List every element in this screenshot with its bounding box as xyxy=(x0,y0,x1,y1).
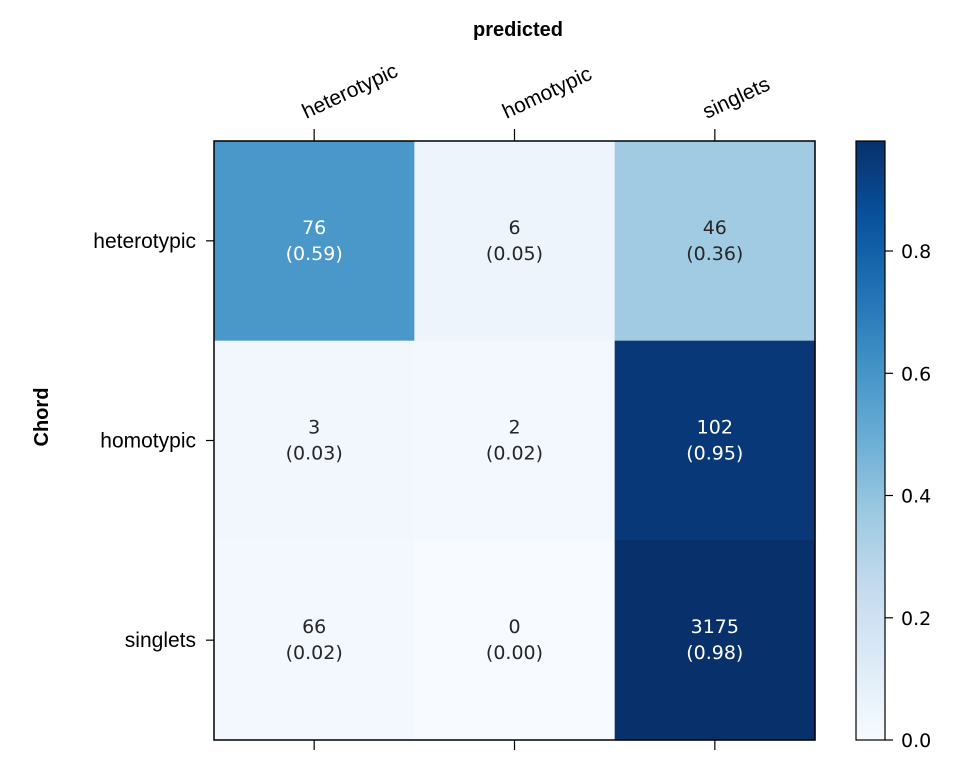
y-axis-title: Chord xyxy=(31,388,53,447)
heatmap-cell xyxy=(214,340,415,541)
cell-fraction-label: (0.00) xyxy=(486,642,543,664)
cell-fraction-label: (0.59) xyxy=(286,243,343,265)
x-tick-label: homotypic xyxy=(499,62,595,123)
y-tick-label: heterotypic xyxy=(93,230,196,253)
colorbar-ticks: 0.0 0.2 0.4 0.6 0.8 xyxy=(885,241,931,752)
y-tick-label: singlets xyxy=(125,629,196,652)
cell-count-label: 6 xyxy=(508,217,520,239)
heatmap-cell xyxy=(414,340,616,541)
cell-fraction-label: (0.05) xyxy=(486,243,543,265)
cell-count-label: 102 xyxy=(697,417,733,439)
colorbar-tick-label: 0.6 xyxy=(901,363,931,385)
colorbar-tick-label: 0.2 xyxy=(901,608,931,630)
cell-count-label: 46 xyxy=(703,217,727,239)
colorbar-tick-label: 0.4 xyxy=(901,486,931,508)
cell-fraction-label: (0.02) xyxy=(486,443,543,465)
cell-count-label: 2 xyxy=(508,417,520,439)
cell-count-label: 3175 xyxy=(691,616,739,638)
cell-fraction-label: (0.36) xyxy=(686,243,743,265)
y-ticks: heterotypic homotypic singlets xyxy=(93,230,214,652)
heatmap-cells xyxy=(214,141,816,741)
heatmap-cell xyxy=(614,340,816,541)
cell-annotations: 76 (0.59) 6 (0.05) 46 (0.36) 3 (0.03) 2 (0.02) 102… xyxy=(286,217,744,664)
cell-count-label: 0 xyxy=(508,616,520,638)
heatmap-cell xyxy=(214,141,415,342)
cell-count-label: 3 xyxy=(308,417,320,439)
heatmap-cell xyxy=(414,141,616,342)
cell-fraction-label: (0.95) xyxy=(686,443,743,465)
heatmap-cell xyxy=(414,540,616,741)
heatmap-cell xyxy=(214,540,415,741)
cell-fraction-label: (0.98) xyxy=(686,642,743,664)
x-tick-label: singlets xyxy=(699,73,773,124)
cell-fraction-label: (0.03) xyxy=(286,443,343,465)
colorbar-tick-label: 0.0 xyxy=(901,730,931,752)
heatmap-cell xyxy=(614,141,816,342)
x-tick-label: heterotypic xyxy=(299,59,402,123)
cell-count-label: 76 xyxy=(302,217,326,239)
cell-fraction-label: (0.02) xyxy=(286,642,343,664)
y-tick-label: homotypic xyxy=(100,430,196,453)
x-axis-title: predicted xyxy=(473,19,563,41)
colorbar xyxy=(855,140,886,741)
heatmap-cell xyxy=(614,540,816,741)
cell-count-label: 66 xyxy=(302,616,326,638)
colorbar-tick-label: 0.8 xyxy=(901,241,931,263)
